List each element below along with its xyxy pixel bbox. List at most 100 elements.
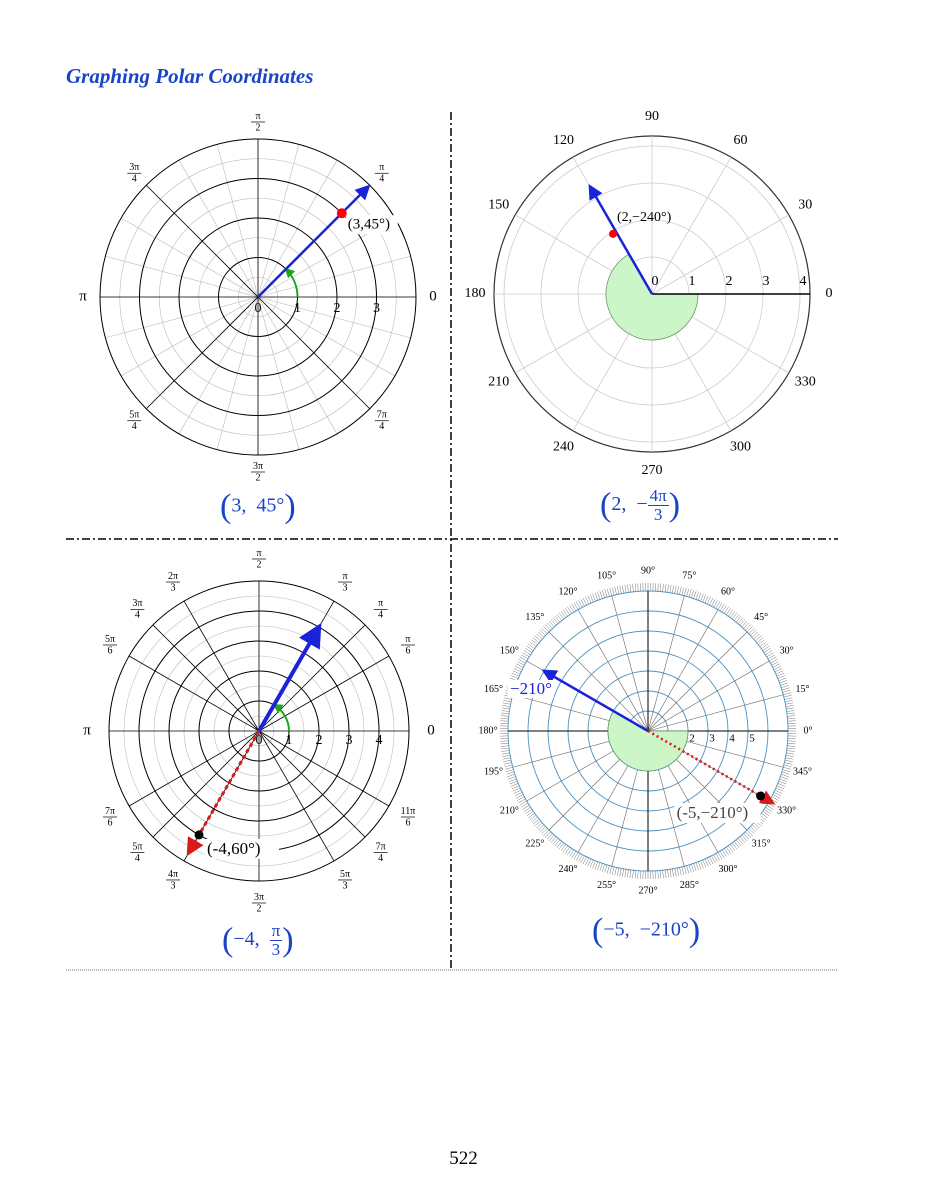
degree-tick bbox=[706, 857, 711, 866]
negative-vector-arrow bbox=[647, 729, 776, 805]
spoke-line bbox=[647, 694, 784, 732]
degree-tick bbox=[501, 750, 510, 752]
degree-tick bbox=[573, 602, 579, 610]
degree-tick bbox=[681, 866, 685, 875]
angle-label: 2π3 bbox=[166, 571, 180, 593]
angle-label: 300 bbox=[730, 440, 751, 455]
angle-label-num: 5π bbox=[105, 634, 115, 645]
degree-tick bbox=[534, 820, 541, 827]
spoke-line bbox=[647, 595, 685, 732]
degree-tick bbox=[526, 811, 534, 817]
angle-label-num: 3π bbox=[129, 162, 139, 173]
degree-tick bbox=[751, 631, 759, 638]
degree-tick bbox=[534, 635, 541, 642]
degree-tick bbox=[769, 656, 777, 662]
degree-tick bbox=[536, 633, 543, 640]
degree-tick bbox=[783, 766, 792, 770]
radial-label: 2 bbox=[689, 733, 695, 745]
angle-label-num: π bbox=[379, 162, 384, 173]
angle-label: π3 bbox=[338, 571, 352, 593]
degree-tick bbox=[669, 869, 672, 878]
degree-tick bbox=[711, 599, 716, 607]
caption-tl: (3, 45°) bbox=[220, 488, 296, 525]
page-number: 522 bbox=[449, 1148, 478, 1169]
degree-tick bbox=[739, 836, 746, 843]
point-marker bbox=[336, 208, 347, 219]
degree-tick bbox=[786, 707, 795, 710]
caption-br: (−5, −210°) bbox=[592, 912, 701, 949]
radial-label: 3 bbox=[373, 301, 380, 316]
degree-tick bbox=[513, 789, 522, 794]
angle-label-den: 6 bbox=[108, 817, 113, 828]
degree-tick bbox=[503, 699, 512, 703]
angle-label: π4 bbox=[373, 598, 388, 621]
degree-tick bbox=[775, 787, 784, 792]
degree-tick bbox=[783, 692, 792, 696]
degree-tick bbox=[503, 762, 512, 765]
degree-tick bbox=[526, 645, 534, 651]
angle-label: 300° bbox=[719, 864, 738, 875]
angle-label-den: 2 bbox=[257, 903, 262, 914]
degree-tick bbox=[611, 866, 615, 875]
degree-tick bbox=[782, 689, 791, 693]
radial-label: 4 bbox=[376, 733, 383, 748]
degree-tick bbox=[599, 590, 603, 599]
degree-tick bbox=[624, 584, 627, 593]
degree-tick bbox=[761, 813, 768, 819]
degree-tick bbox=[713, 600, 718, 608]
degree-tick bbox=[622, 868, 624, 877]
degree-tick bbox=[771, 661, 779, 666]
degree-tick bbox=[510, 783, 519, 787]
degree-tick bbox=[552, 838, 559, 845]
degree-tick bbox=[774, 668, 783, 673]
angle-label-den: 2 bbox=[256, 472, 261, 483]
degree-tick bbox=[695, 591, 699, 600]
angle-label: 135° bbox=[525, 612, 544, 623]
degree-tick bbox=[778, 780, 787, 785]
degree-tick bbox=[702, 594, 707, 603]
angle-label-num: 7π bbox=[376, 841, 386, 852]
degree-tick bbox=[614, 586, 617, 595]
degree-tick bbox=[529, 815, 537, 821]
degree-tick bbox=[756, 637, 764, 644]
degree-tick bbox=[781, 685, 789, 688]
degree-tick bbox=[519, 656, 527, 662]
angle-label: 195° bbox=[484, 767, 503, 778]
degree-tick bbox=[745, 624, 751, 631]
degree-tick bbox=[779, 778, 788, 782]
angle-label-num: π bbox=[342, 571, 347, 582]
degree-tick bbox=[532, 818, 540, 825]
degree-tick bbox=[743, 833, 750, 840]
degree-tick bbox=[659, 870, 662, 879]
degree-tick bbox=[691, 590, 694, 598]
degree-tick bbox=[582, 597, 587, 606]
degree-tick bbox=[717, 602, 723, 610]
degree-tick bbox=[558, 842, 564, 850]
degree-tick bbox=[763, 648, 771, 653]
degree-tick bbox=[597, 591, 601, 600]
degree-tick bbox=[759, 641, 767, 647]
degree-tick bbox=[753, 822, 760, 829]
degree-tick bbox=[780, 776, 789, 780]
angle-label: 5π6 bbox=[103, 634, 118, 656]
angle-label: 3π2 bbox=[251, 461, 265, 483]
degree-tick bbox=[667, 869, 669, 878]
degree-tick bbox=[622, 585, 624, 594]
degree-tick bbox=[693, 863, 697, 872]
axis-line bbox=[258, 730, 366, 838]
angle-arc bbox=[284, 267, 299, 298]
angle-label-den: 3 bbox=[171, 582, 176, 593]
direction-angle-label: −210° bbox=[510, 679, 552, 698]
degree-tick bbox=[737, 838, 744, 845]
degree-tick bbox=[787, 720, 796, 722]
radial-label: 0 bbox=[256, 733, 263, 748]
angle-label: 330° bbox=[777, 805, 796, 816]
angle-label: 5π3 bbox=[338, 869, 352, 891]
degree-tick bbox=[616, 586, 620, 595]
angle-label-text: π bbox=[83, 722, 91, 738]
degree-tick bbox=[582, 856, 587, 865]
degree-tick bbox=[629, 584, 632, 593]
degree-tick bbox=[745, 831, 751, 838]
degree-tick bbox=[704, 595, 709, 604]
polar-diagram-bl: 0π6π4π3π22π33π45π6π7π65π44π33π25π37π411π… bbox=[83, 548, 435, 915]
